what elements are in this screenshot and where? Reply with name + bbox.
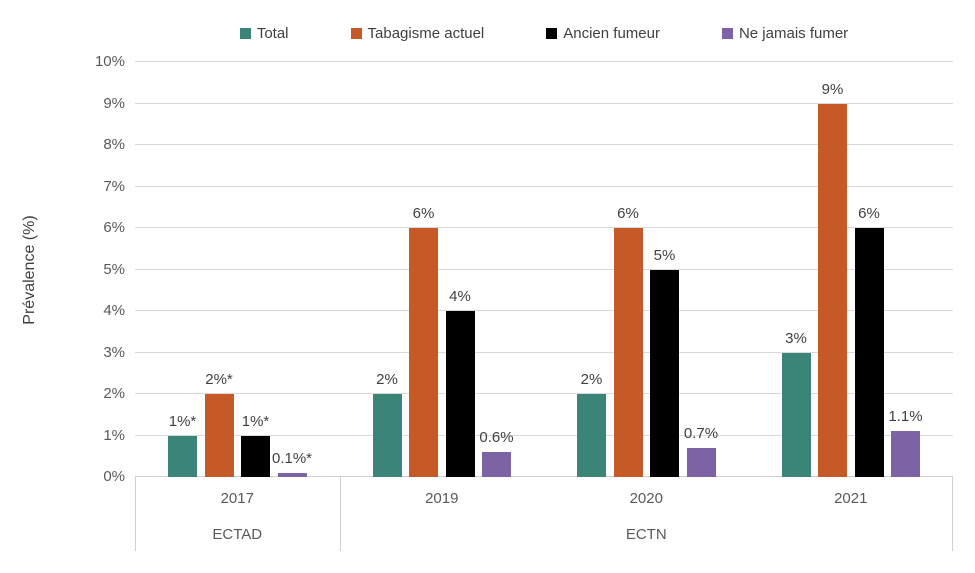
category-divider bbox=[135, 477, 136, 551]
data-label: 4% bbox=[449, 288, 471, 305]
data-label: 1%* bbox=[241, 412, 270, 430]
bar-ne-jamais-fumer-2017 bbox=[277, 472, 307, 477]
data-label: 2% bbox=[376, 371, 398, 388]
data-label: 0.7% bbox=[683, 424, 719, 442]
y-tick-label: 5% bbox=[103, 260, 125, 278]
gridline bbox=[135, 393, 953, 394]
category-label-2019: 2019 bbox=[425, 490, 459, 507]
legend-label: Ne jamais fumer bbox=[738, 24, 849, 42]
y-tick-label: 1% bbox=[103, 426, 125, 444]
bar-ne-jamais-fumer-2019 bbox=[482, 452, 511, 477]
category-divider bbox=[339, 477, 341, 551]
legend-swatch-icon bbox=[546, 27, 558, 39]
bar-ancien-fumeur-2020 bbox=[650, 269, 679, 477]
bar-total-2017 bbox=[168, 435, 197, 477]
bar-tabagisme-actuel-2019 bbox=[409, 228, 438, 477]
legend-item-tabagisme-actuel: Tabagisme actuel bbox=[350, 24, 485, 42]
gridline bbox=[135, 102, 953, 104]
bar-tabagisme-actuel-2021 bbox=[818, 103, 847, 477]
data-label: 5% bbox=[653, 246, 676, 264]
x-axis: 2017 2019 2020 2021 ECTAD ECTN bbox=[135, 477, 953, 551]
category-label-2021: 2021 bbox=[834, 490, 868, 507]
bar-tabagisme-actuel-2017 bbox=[204, 394, 234, 477]
data-label: 2%* bbox=[205, 371, 233, 388]
y-tick-label: 9% bbox=[103, 94, 125, 112]
legend-swatch-icon bbox=[239, 27, 251, 39]
legend-label: Tabagisme actuel bbox=[367, 24, 485, 42]
y-tick-label: 3% bbox=[103, 343, 125, 361]
gridline bbox=[135, 227, 953, 228]
bar-total-2019 bbox=[372, 394, 402, 477]
legend-item-ne-jamais-fumer: Ne jamais fumer bbox=[721, 24, 849, 42]
bar-ancien-fumeur-2021 bbox=[854, 228, 884, 477]
data-label: 6% bbox=[617, 205, 639, 222]
gridline bbox=[135, 351, 953, 353]
bar-tabagisme-actuel-2020 bbox=[613, 228, 643, 477]
y-tick-label: 4% bbox=[103, 302, 125, 319]
category-label-2020: 2020 bbox=[629, 490, 663, 507]
category-group-label-ectn: ECTN bbox=[625, 526, 667, 543]
legend-item-ancien-fumeur: Ancien fumeur bbox=[546, 25, 660, 42]
bar-ancien-fumeur-2019 bbox=[445, 311, 475, 477]
data-label: 0.6% bbox=[479, 429, 514, 447]
y-axis-title: Prévalence (%) bbox=[21, 215, 38, 325]
y-tick-label: 8% bbox=[103, 136, 125, 153]
data-label: 3% bbox=[785, 329, 807, 347]
legend-label: Ancien fumeur bbox=[563, 24, 660, 42]
legend-swatch-icon bbox=[721, 27, 733, 39]
plot-area: 1%* 2%* 1%* 0.1%* 2% 6% 4% 0.6% 2% 6% 5% 0.7% 3% 9% 6%… bbox=[135, 61, 953, 477]
gridline bbox=[135, 310, 953, 311]
y-tick-label: 2% bbox=[103, 385, 125, 402]
y-tick-label: 7% bbox=[103, 177, 125, 195]
data-label: 9% bbox=[821, 80, 844, 98]
legend-label: Total bbox=[256, 24, 289, 42]
data-label: 6% bbox=[412, 205, 435, 222]
y-tick-label: 0% bbox=[103, 468, 125, 485]
data-label: 1.1% bbox=[888, 408, 923, 426]
bar-total-2021 bbox=[781, 352, 811, 477]
gridline bbox=[135, 185, 953, 187]
data-label: 0.1%* bbox=[271, 449, 313, 467]
x-axis-line bbox=[135, 476, 953, 477]
legend-swatch-icon bbox=[350, 27, 362, 39]
gridline bbox=[135, 61, 953, 62]
data-label: 6% bbox=[858, 205, 880, 222]
gridline bbox=[135, 434, 953, 436]
bar-ne-jamais-fumer-2020 bbox=[686, 447, 716, 477]
category-group-label-ectad: ECTAD bbox=[212, 526, 263, 543]
data-label: 1%* bbox=[168, 412, 197, 430]
bar-ancien-fumeur-2017 bbox=[241, 435, 270, 477]
y-tick-label: 6% bbox=[103, 219, 125, 236]
category-label-2017: 2017 bbox=[220, 490, 254, 507]
gridline bbox=[135, 144, 953, 145]
y-tick-label: 10% bbox=[94, 53, 125, 70]
legend-item-total: Total bbox=[239, 24, 289, 42]
category-divider bbox=[952, 477, 953, 551]
chart-legend: Total Tabagisme actuel Ancien fumeur Ne jam… bbox=[135, 22, 953, 44]
bar-ne-jamais-fumer-2021 bbox=[891, 431, 920, 477]
data-label: 2% bbox=[580, 371, 603, 388]
bar-total-2020 bbox=[577, 394, 606, 477]
gridline bbox=[135, 268, 953, 270]
